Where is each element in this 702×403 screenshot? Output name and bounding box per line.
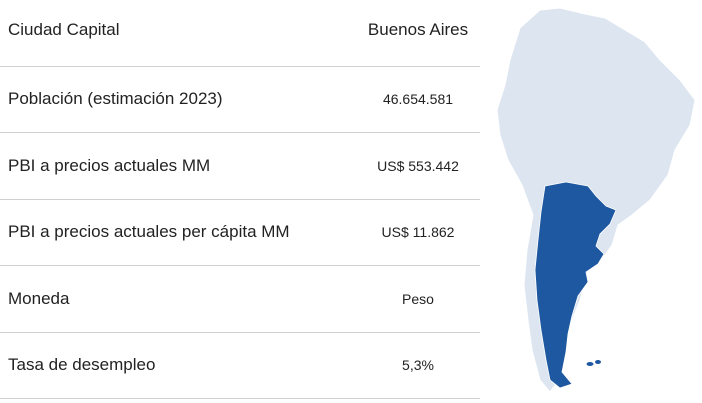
data-table: Ciudad Capital Buenos Aires Población (est… [0,0,480,399]
table-row: Población (estimación 2023) 46.654.581 [0,67,480,133]
falkland-islands [586,362,594,366]
row-label: PBI a precios actuales per cápita MM [8,222,290,242]
table-row: Tasa de desempleo 5,3% [0,333,480,399]
row-value: US$ 553.442 [377,157,459,174]
table-row: PBI a precios actuales per cápita MM US$ … [0,200,480,266]
row-value: Buenos Aires [367,20,469,39]
south-america-map [496,7,696,393]
row-value: 5,3% [402,357,434,374]
row-label: PBI a precios actuales MM [8,155,211,175]
row-label: Población (estimación 2023) [8,89,223,109]
falkland-islands [595,360,601,364]
table-row: Moneda Peso [0,266,480,333]
row-label: Ciudad Capital [8,20,120,39]
row-value: Peso [402,290,434,307]
table-row: PBI a precios actuales MM US$ 553.442 [0,133,480,200]
row-value: 46.654.581 [382,91,454,108]
row-label: Tasa de desempleo [8,355,156,375]
row-label: Moneda [8,288,70,308]
argentina [534,181,617,389]
table-row: Ciudad Capital Buenos Aires [0,0,480,67]
row-value: US$ 11.862 [381,224,455,241]
